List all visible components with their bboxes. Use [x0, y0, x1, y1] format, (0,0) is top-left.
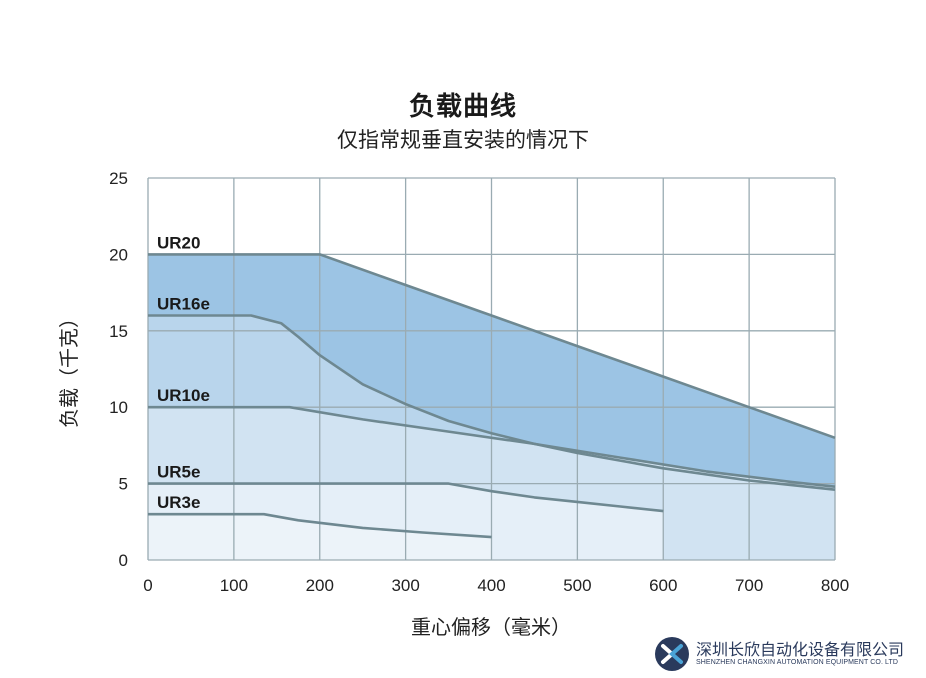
y-tick-5: 5 [119, 475, 128, 494]
series-labels: UR20 UR16e UR10e UR5e UR3e [157, 233, 210, 512]
x-tick-800: 800 [821, 576, 849, 595]
line-ur10e [148, 405, 836, 488]
line-ur3e [148, 512, 492, 539]
series-label-ur3e: UR3e [157, 493, 200, 512]
company-name: 深圳长欣自动化设备有限公司 [696, 640, 905, 659]
x-axis-ticks: 0 100 200 300 400 500 600 700 800 [143, 576, 849, 595]
series-label-ur10e: UR10e [157, 386, 210, 405]
series-label-ur20: UR20 [157, 233, 200, 252]
x-tick-400: 400 [477, 576, 505, 595]
y-tick-25: 25 [109, 169, 128, 188]
chart-subtitle: 仅指常规垂直安装的情况下 [337, 128, 589, 152]
x-tick-200: 200 [306, 576, 334, 595]
x-tick-100: 100 [220, 576, 248, 595]
y-tick-15: 15 [109, 322, 128, 341]
x-axis-title: 重心偏移（毫米） [411, 615, 571, 639]
company-name-en: SHENZHEN CHANGXIN AUTOMATION EQUIPMENT C… [696, 659, 899, 666]
line-ur5e [148, 482, 664, 513]
series-lines [148, 253, 836, 539]
x-tick-600: 600 [649, 576, 677, 595]
line-ur20 [148, 253, 836, 440]
series-label-ur5e: UR5e [157, 463, 200, 482]
x-tick-700: 700 [735, 576, 763, 595]
x-tick-500: 500 [563, 576, 591, 595]
x-tick-300: 300 [391, 576, 419, 595]
y-tick-0: 0 [119, 551, 128, 570]
chart-title: 负载曲线 [408, 92, 517, 122]
series-label-ur16e: UR16e [157, 295, 210, 314]
y-tick-20: 20 [109, 245, 128, 264]
y-axis-ticks: 0 5 10 15 20 25 [109, 169, 128, 570]
y-axis-title: 负载（千克） [57, 308, 81, 428]
line-ur16e [148, 314, 836, 491]
company-logo-icon [655, 637, 689, 671]
x-tick-0: 0 [143, 576, 152, 595]
y-tick-10: 10 [109, 398, 128, 417]
